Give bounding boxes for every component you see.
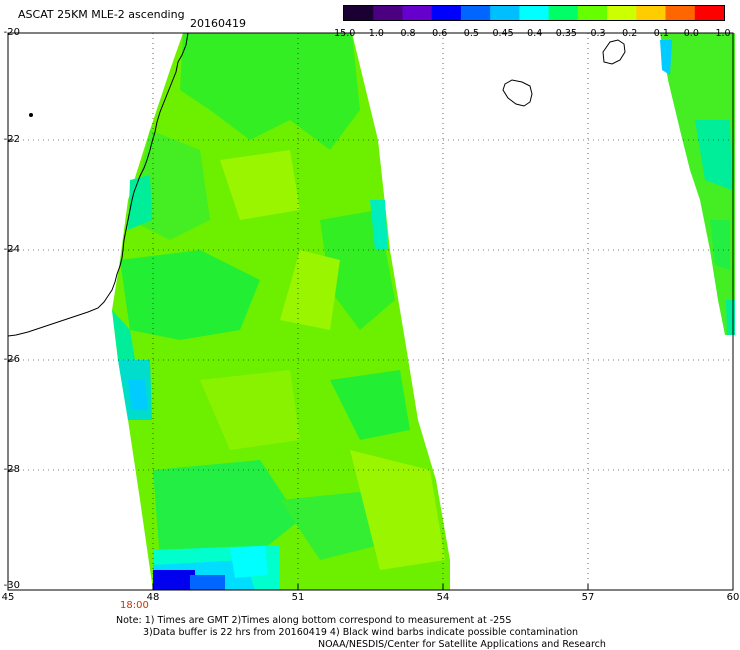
lon-label: 54 xyxy=(436,592,450,603)
lon-label: 60 xyxy=(726,592,740,603)
color-bar xyxy=(343,5,725,21)
map-title: ASCAT 25KM MLE-2 ascending xyxy=(18,8,185,21)
color-bar-swatch xyxy=(548,6,579,20)
data-swath xyxy=(112,33,450,590)
color-bar-tick-label: -0.1 xyxy=(650,28,669,39)
color-bar-tick-label: 0.0 xyxy=(683,28,699,39)
data-swath-right xyxy=(660,33,735,335)
color-bar-swatch xyxy=(373,6,403,20)
color-bar-tick-label: -15.0 xyxy=(330,28,356,39)
note-line-3: NOAA/NESDIS/Center for Satellite Applica… xyxy=(318,639,606,650)
lon-label: 48 xyxy=(146,592,160,603)
color-bar-tick-label: -0.5 xyxy=(460,28,479,39)
plot-frame xyxy=(7,32,734,591)
note-line-1: Note: 1) Times are GMT 2)Times along bot… xyxy=(116,615,512,626)
color-bar-tick-label: -0.4 xyxy=(523,28,543,39)
color-bar-tick-label: -0.6 xyxy=(428,28,448,39)
lat-label: -20 xyxy=(3,27,20,38)
ticks xyxy=(8,139,589,590)
color-bar-swatch xyxy=(402,6,433,20)
lat-label: -22 xyxy=(3,134,20,145)
color-bar-tick-label: -0.8 xyxy=(397,28,416,39)
color-bar-tick-label: -0.2 xyxy=(618,28,638,39)
color-bar-swatch xyxy=(665,6,696,20)
color-bar-swatch xyxy=(577,6,608,20)
lon-label: 51 xyxy=(291,592,305,603)
color-bar-swatch xyxy=(344,6,374,20)
time-marker: 18:00 xyxy=(120,600,149,611)
color-bar-swatch xyxy=(519,6,550,20)
map-date: 20160419 xyxy=(190,17,246,30)
lon-label: 57 xyxy=(581,592,595,603)
lat-label: -26 xyxy=(3,354,20,365)
color-bar-tick-label: -1.0 xyxy=(365,28,384,39)
note-line-2: 3)Data buffer is 22 hrs from 20160419 4)… xyxy=(143,627,579,638)
color-bar-swatch xyxy=(431,6,462,20)
color-bar-tick-label: -0.35 xyxy=(552,28,577,39)
lat-label: -30 xyxy=(3,580,20,591)
color-bar-tick-label: -0.3 xyxy=(587,28,606,39)
lon-label: 45 xyxy=(1,592,15,603)
color-bar-swatch xyxy=(490,6,520,20)
color-bar-swatch xyxy=(460,6,491,20)
color-bar-swatch xyxy=(636,6,666,20)
color-bar-tick-label: -0.45 xyxy=(489,28,514,39)
gridlines xyxy=(8,33,733,590)
color-bar-tick-label: 1.0 xyxy=(715,28,731,39)
coastlines xyxy=(7,32,626,337)
lat-label: -24 xyxy=(3,244,20,255)
lat-label: -28 xyxy=(3,464,20,475)
color-bar-swatch xyxy=(694,6,725,20)
color-bar-swatch xyxy=(607,6,637,20)
